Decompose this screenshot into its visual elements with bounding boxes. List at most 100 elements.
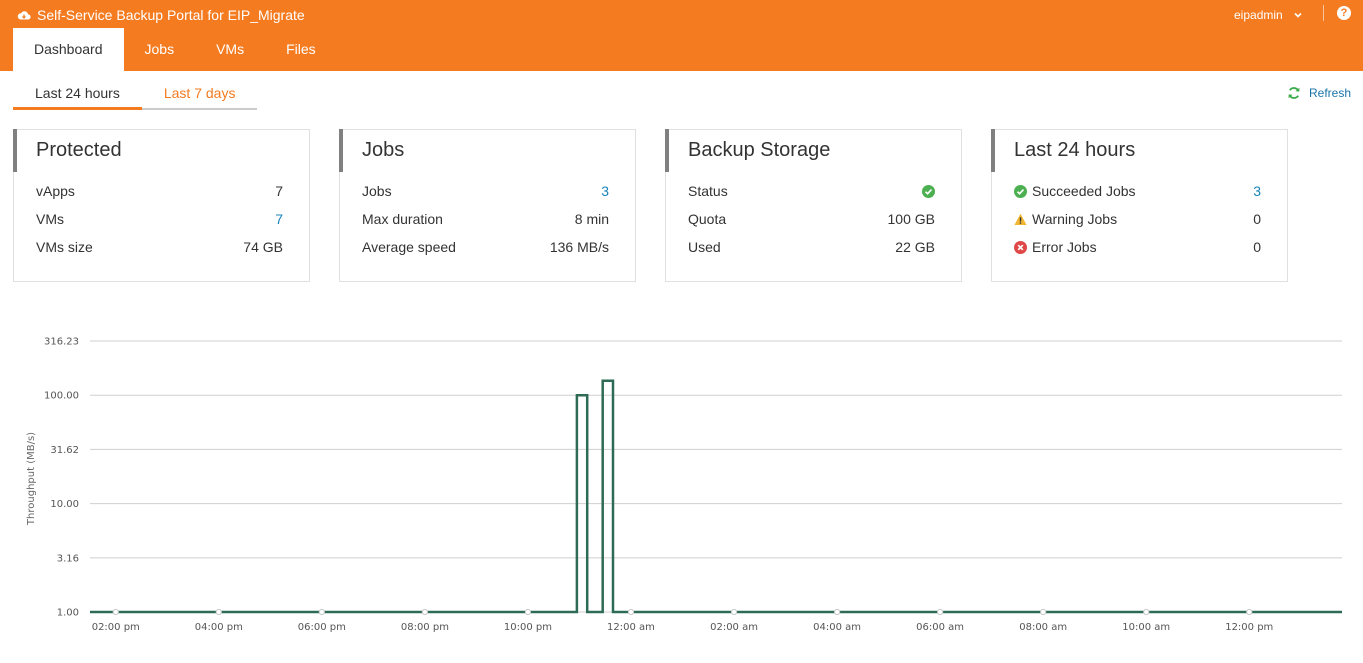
stat-row: Average speed 136 MB/s xyxy=(362,237,609,257)
x-tick-label: 06:00 pm xyxy=(298,622,346,633)
stat-label: VMs size xyxy=(36,239,93,255)
stat-row: Status xyxy=(688,181,935,201)
data-point xyxy=(833,608,841,616)
x-tick-label: 12:00 pm xyxy=(1225,622,1273,633)
throughput-chart: 316.23 100.00 31.62 10.00 3.16 1.00 Throughput… xyxy=(26,337,1342,633)
stat-row: VMs 7 xyxy=(36,209,283,229)
stat-row: Used 22 GB xyxy=(688,237,935,257)
stat-label: VMs xyxy=(36,211,64,227)
x-tick-label: 04:00 am xyxy=(813,622,861,633)
card-title: Backup Storage xyxy=(688,139,831,161)
stat-value: 136 MB/s xyxy=(549,239,609,255)
stat-label: Warning Jobs xyxy=(1032,211,1118,227)
stat-row: Warning Jobs 0 xyxy=(1014,209,1261,229)
top-bar: Self-Service Backup Portal for EIP_Migra… xyxy=(0,0,1363,71)
x-tick-label: 12:00 am xyxy=(607,622,655,633)
data-point xyxy=(318,608,325,616)
x-tick-label: 04:00 pm xyxy=(195,622,243,633)
app-title: Self-Service Backup Portal for EIP_Migra… xyxy=(37,7,305,23)
help-icon[interactable]: ? xyxy=(1337,6,1351,20)
x-tick-label: 02:00 pm xyxy=(92,622,140,633)
refresh-icon xyxy=(1288,87,1300,99)
stat-value: 0 xyxy=(1253,211,1261,227)
data-point xyxy=(112,608,119,616)
series-line xyxy=(90,379,1342,614)
data-point xyxy=(421,608,428,616)
y-tick-label: 31.62 xyxy=(50,445,79,456)
stat-value: 74 GB xyxy=(243,239,283,255)
stat-value: 8 min xyxy=(574,211,609,227)
period-tabs: Last 24 hours Last 7 days xyxy=(13,82,258,110)
app-brand: Self-Service Backup Portal for EIP_Migra… xyxy=(17,6,305,24)
stat-label: Max duration xyxy=(362,211,443,227)
stat-row: VMs size 74 GB xyxy=(36,237,283,257)
refresh-label: Refresh xyxy=(1309,86,1352,100)
tab-jobs[interactable]: Jobs xyxy=(144,41,175,57)
last-24-hours-card: Last 24 hours Succeeded Jobs 3 Warning J… xyxy=(991,129,1288,282)
y-axis-label: Throughput (MB/s) xyxy=(26,432,37,526)
data-point xyxy=(937,608,944,616)
backup-storage-card: Backup Storage Status Quota 100 GB Used … xyxy=(665,129,962,282)
stat-row: Max duration 8 min xyxy=(362,209,609,229)
x-tick-label: 08:00 pm xyxy=(401,622,449,633)
data-point xyxy=(524,608,532,616)
stat-row: Jobs 3 xyxy=(362,181,609,201)
header-divider xyxy=(1323,5,1324,21)
stat-label: Quota xyxy=(688,211,727,227)
data-point xyxy=(215,608,222,616)
tab-last-24-hours[interactable]: Last 24 hours xyxy=(13,82,142,110)
jobs-card: Jobs Jobs 3 Max duration 8 min Average s… xyxy=(339,129,636,282)
tab-last-7-days[interactable]: Last 7 days xyxy=(141,82,258,110)
data-point xyxy=(1246,608,1253,616)
stat-label: Status xyxy=(688,183,728,199)
x-tick-label: 10:00 pm xyxy=(504,622,552,633)
main-tabs: Dashboard Jobs VMs Files xyxy=(13,28,337,71)
y-tick-label: 10.00 xyxy=(50,499,79,510)
x-tick-label: 08:00 am xyxy=(1019,622,1067,633)
x-tick-label: 06:00 am xyxy=(916,622,964,633)
card-title: Jobs xyxy=(362,139,405,161)
stat-value: 0 xyxy=(1253,239,1261,255)
y-tick-label: 1.00 xyxy=(57,608,79,619)
user-menu[interactable]: eipadmin xyxy=(1234,6,1303,24)
card-title: Last 24 hours xyxy=(1014,139,1136,161)
protected-card: Protected vApps 7 VMs 7 VMs size 74 GB xyxy=(13,129,310,282)
cloud-backup-icon xyxy=(17,11,31,20)
stat-label: Jobs xyxy=(362,183,392,199)
vms-count-link[interactable]: 7 xyxy=(275,211,283,227)
tab-dashboard[interactable]: Dashboard xyxy=(13,28,124,71)
stat-row: Succeeded Jobs 3 xyxy=(1014,181,1261,201)
data-point xyxy=(627,608,635,616)
warning-icon xyxy=(1014,213,1027,225)
check-circle-icon xyxy=(1014,184,1027,198)
user-name: eipadmin xyxy=(1234,8,1283,22)
stat-row: vApps 7 xyxy=(36,181,283,201)
x-tick-label: 10:00 am xyxy=(1122,622,1170,633)
card-title: Protected xyxy=(36,139,122,161)
stat-label: Used xyxy=(688,239,721,255)
stat-row: Quota 100 GB xyxy=(688,209,935,229)
jobs-count-link[interactable]: 3 xyxy=(601,183,609,199)
data-point xyxy=(730,608,738,616)
succeeded-jobs-link[interactable]: 3 xyxy=(1253,183,1261,199)
stat-value: 22 GB xyxy=(895,239,935,255)
data-point xyxy=(1040,608,1047,616)
x-tick-label: 02:00 am xyxy=(710,622,758,633)
tab-files[interactable]: Files xyxy=(286,41,316,57)
tab-vms[interactable]: VMs xyxy=(216,41,245,57)
y-tick-label: 316.23 xyxy=(44,337,79,348)
check-circle-icon xyxy=(922,184,935,198)
chevron-down-icon xyxy=(1294,12,1302,18)
stat-value: 7 xyxy=(275,183,283,199)
stat-label: Error Jobs xyxy=(1032,239,1097,255)
y-tick-label: 3.16 xyxy=(57,553,79,564)
stat-label: Succeeded Jobs xyxy=(1032,183,1136,199)
refresh-button[interactable]: Refresh xyxy=(1287,86,1351,100)
y-tick-label: 100.00 xyxy=(44,391,79,402)
data-point xyxy=(1143,608,1150,616)
stat-row: Error Jobs 0 xyxy=(1014,237,1261,257)
stat-label: Average speed xyxy=(362,239,456,255)
error-icon xyxy=(1014,240,1027,254)
stat-label: vApps xyxy=(36,183,75,199)
stat-value: 100 GB xyxy=(887,211,935,227)
